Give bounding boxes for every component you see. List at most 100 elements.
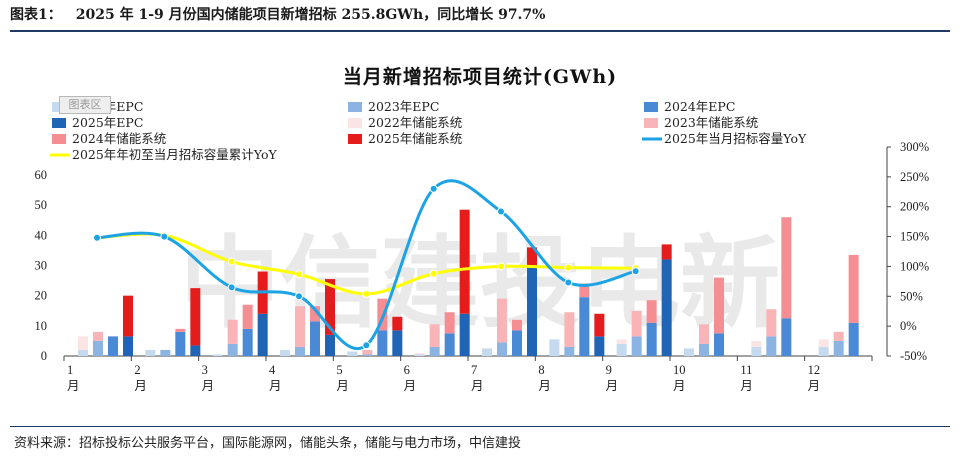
marker-2025年当月招标容量YoY (564, 278, 573, 287)
bar-2025年EPC (257, 313, 268, 356)
bar-2022年EPC (818, 346, 829, 356)
marker-2025年年初至当月招标容量累计YoY (564, 263, 573, 272)
marker-2025年当月招标容量YoY (227, 283, 236, 292)
y-left-tick-label: 20 (35, 289, 48, 303)
x-tick-label: 1 (67, 363, 73, 377)
bar-2024年EPC (175, 331, 186, 356)
bar-2022年储能系统 (78, 336, 88, 350)
legend-label: 2025年EPC (72, 115, 143, 130)
bar-2023年EPC (497, 342, 507, 356)
y-right-tick-label: 300% (900, 140, 929, 154)
legend-swatch (348, 102, 362, 112)
bar-2023年EPC (295, 346, 305, 356)
bar-2022年储能系统 (414, 352, 425, 355)
bar-2023年储能系统 (93, 331, 103, 341)
y-right-tick-label: 150% (900, 230, 929, 244)
x-tick-label: 10 (673, 363, 686, 377)
bar-2024年EPC (512, 330, 522, 356)
bar-2024年EPC (646, 322, 657, 356)
marker-2025年当月招标容量YoY (631, 267, 640, 276)
legend-swatch (348, 118, 362, 128)
bar-2022年EPC (145, 349, 156, 356)
watermark-text: 中信建投电新 (180, 225, 780, 342)
bar-2022年EPC (212, 354, 223, 356)
bar-2023年储能系统 (429, 324, 440, 347)
x-tick-label-unit: 月 (606, 379, 619, 393)
line-2025年当月招标容量YoY (96, 179, 637, 350)
x-tick-label-unit: 月 (404, 379, 417, 393)
x-tick-label: 9 (606, 363, 612, 377)
bar-2023年储能系统 (564, 312, 575, 347)
bar-2025年EPC (594, 336, 605, 356)
bar-2024年EPC (848, 322, 859, 356)
bar-2023年EPC (564, 346, 575, 356)
bar-2023年EPC (160, 349, 171, 356)
bar-2024年储能系统 (444, 312, 455, 334)
bar-2024年储能系统 (781, 217, 792, 319)
bar-2023年储能系统 (497, 298, 507, 343)
x-tick-label: 12 (808, 363, 821, 377)
bar-2022年EPC (482, 348, 492, 356)
bar-2023年储能系统 (766, 309, 777, 337)
bar-2024年储能系统 (714, 277, 724, 334)
x-tick-label: 3 (202, 363, 208, 377)
bar-2024年储能系统 (579, 283, 590, 298)
legend-label: 2023年储能系统 (664, 115, 758, 130)
legend-label: 2024年储能系统 (72, 131, 166, 146)
y-right-tick-label: 200% (900, 200, 929, 214)
bar-2023年EPC (429, 346, 440, 356)
source-note: 资料来源：招标投标公共服务平台，国际能源网，储能头条，储能与电力市场，中信建投 (14, 436, 522, 451)
bar-2023年EPC (93, 340, 103, 356)
bar-2023年储能系统 (833, 331, 844, 341)
figure-title-text: 2025 年 1-9 月份国内储能项目新增招标 255.8GWh，同比增长 97… (75, 7, 546, 23)
marker-2025年年初至当月招标容量累计YoY (429, 269, 438, 278)
x-tick-label-unit: 月 (673, 379, 686, 393)
x-tick-label: 8 (538, 363, 544, 377)
bar-2025年储能系统 (123, 295, 133, 337)
bar-2022年EPC (280, 349, 290, 356)
bar-2023年EPC (631, 336, 642, 356)
y-right-tick-label: 0% (900, 319, 917, 333)
bar-2024年EPC (444, 333, 455, 356)
y-left-tick-label: 40 (35, 228, 48, 242)
marker-2025年年初至当月招标容量累计YoY (295, 270, 303, 279)
bar-2022年EPC (751, 346, 762, 356)
bar-2023年EPC (699, 343, 709, 356)
bar-2024年EPC (108, 336, 118, 356)
bar-2025年储能系统 (392, 316, 403, 331)
bar-2022年储能系统 (818, 339, 829, 347)
bar-2025年EPC (392, 330, 403, 356)
bar-2022年EPC (78, 349, 88, 356)
bar-2025年储能系统 (325, 279, 335, 335)
y-left-tick-label: 30 (35, 259, 48, 273)
x-tick-label-unit: 月 (134, 379, 147, 393)
legend-swatch (52, 118, 66, 128)
bar-2022年储能系统 (751, 340, 762, 347)
x-tick-label-unit: 月 (808, 379, 821, 393)
x-tick-label-unit: 月 (538, 379, 551, 393)
x-tick-label-unit: 月 (740, 379, 753, 393)
marker-2025年当月招标容量YoY (362, 341, 371, 350)
x-tick-label-unit: 月 (336, 379, 349, 393)
legend-swatch (348, 134, 362, 144)
bar-2022年EPC (549, 339, 560, 356)
bar-2022年EPC (414, 354, 425, 356)
legend-label: 2025年年初至当月招标容量累计YoY (72, 147, 278, 162)
bar-2024年EPC (579, 297, 590, 356)
x-tick-label: 11 (740, 363, 752, 377)
x-tick-label: 4 (269, 363, 276, 377)
bar-2023年储能系统 (227, 319, 238, 344)
bar-2023年EPC (227, 343, 238, 356)
x-tick-label-unit: 月 (202, 379, 215, 393)
bar-2025年EPC (325, 334, 335, 356)
y-right-tick-label: 50% (900, 289, 923, 303)
bar-2024年储能系统 (646, 300, 657, 323)
legend-label: 2025年当月招标容量YoY (664, 131, 807, 146)
bar-2024年EPC (714, 333, 724, 356)
bar-2025年储能系统 (594, 313, 605, 337)
bar-2025年储能系统 (459, 209, 470, 314)
bar-2023年储能系统 (631, 310, 642, 337)
x-tick-label: 5 (336, 363, 342, 377)
y-right-tick-label: 100% (900, 259, 929, 273)
bar-2023年储能系统 (699, 324, 709, 344)
